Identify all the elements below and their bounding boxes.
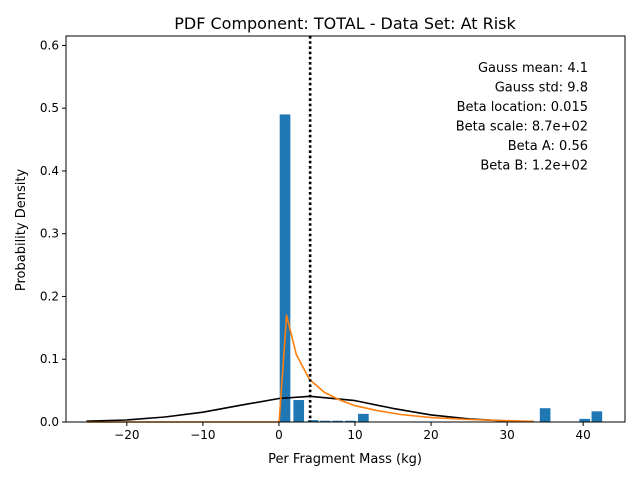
x-tick-label: 20 [423, 428, 438, 442]
y-tick-label: 0.2 [40, 289, 59, 303]
y-tick-label: 0.1 [40, 352, 59, 366]
histogram-bar-10 [591, 411, 603, 422]
x-tick-label: −20 [114, 428, 139, 442]
histogram-bar-2 [293, 400, 305, 422]
y-axis-label: Probability Density [14, 169, 29, 292]
x-tick-label: −10 [190, 428, 215, 442]
x-axis-label: Per Fragment Mass (kg) [268, 452, 422, 467]
fit-annotation-4: Beta scale: 8.7e+02 [456, 120, 588, 135]
fit-annotation-2: Gauss std: 9.8 [495, 81, 588, 96]
x-tick-label: 10 [347, 428, 362, 442]
y-tick-label: 0.6 [40, 38, 59, 52]
histogram-bar-8 [539, 408, 551, 422]
histogram-bar-5 [332, 420, 343, 422]
y-tick-label: 0.4 [40, 164, 59, 178]
histogram-bar-6 [345, 420, 356, 422]
histogram-bar-3 [307, 420, 319, 422]
axes-frame [65, 35, 626, 423]
plot-area: −20 −10 0 10 20 30 40 0.0 0.1 0.2 0.3 0.4 0.5 0.6 Gaus… [40, 35, 626, 442]
fit-annotation-5: Beta A: 0.56 [508, 139, 588, 154]
beta-curve [86, 314, 534, 423]
histogram-bar-4 [320, 420, 331, 422]
histogram-bar-7 [358, 413, 369, 422]
x-tick-label: 30 [499, 428, 514, 442]
histogram-bar-1 [279, 114, 291, 422]
y-tick-label: 0.5 [40, 101, 59, 115]
y-tick-label: 0.0 [40, 415, 59, 429]
chart-title: PDF Component: TOTAL - Data Set: At Risk [174, 14, 516, 33]
fit-annotation-3: Beta location: 0.015 [457, 100, 588, 115]
fit-annotation-1: Gauss mean: 4.1 [478, 61, 588, 76]
histogram-bar-9 [579, 418, 591, 422]
fit-annotation-6: Beta B: 1.2e+02 [480, 159, 588, 174]
x-tick-label: 40 [576, 428, 591, 442]
y-tick-label: 0.3 [40, 227, 59, 241]
x-tick-label: 0 [275, 428, 283, 442]
